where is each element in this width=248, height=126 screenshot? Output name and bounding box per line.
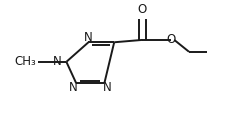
Text: N: N — [53, 55, 62, 68]
Text: O: O — [166, 33, 175, 46]
Text: CH₃: CH₃ — [14, 55, 36, 68]
Text: N: N — [69, 81, 78, 94]
Text: O: O — [138, 3, 147, 16]
Text: N: N — [84, 31, 93, 44]
Text: N: N — [103, 81, 112, 94]
